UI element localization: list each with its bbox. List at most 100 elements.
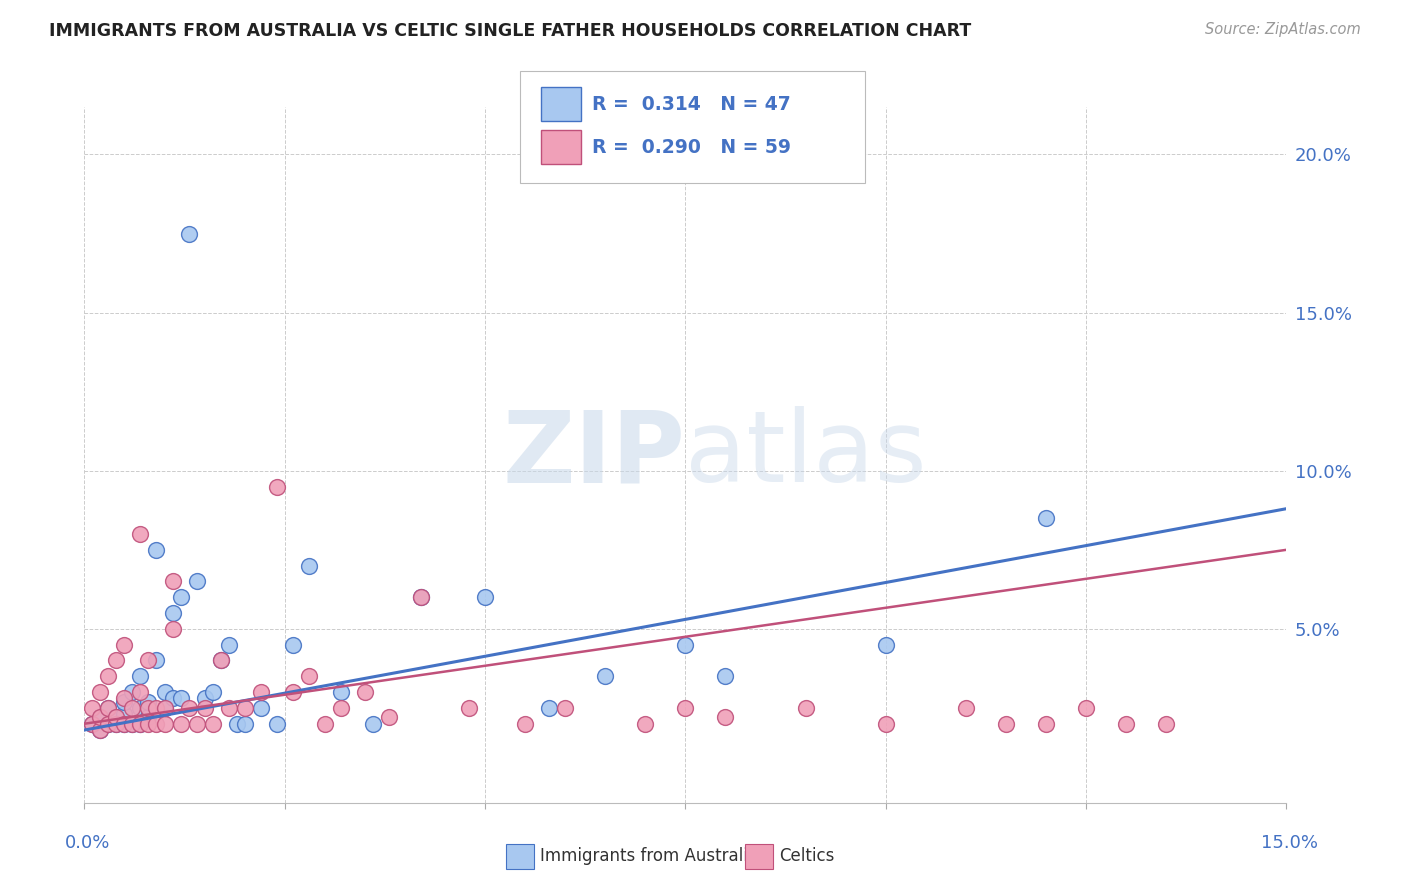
Point xyxy=(114,707,135,722)
Point xyxy=(875,638,897,652)
Point xyxy=(186,716,208,731)
Point xyxy=(409,591,432,605)
Point xyxy=(89,710,111,724)
Point xyxy=(281,685,304,699)
Point xyxy=(177,701,200,715)
Point xyxy=(153,685,176,699)
Point xyxy=(129,669,152,683)
Point xyxy=(105,716,128,731)
Point xyxy=(194,691,217,706)
Point xyxy=(97,716,120,731)
Point xyxy=(105,716,128,731)
Text: R =  0.314   N = 47: R = 0.314 N = 47 xyxy=(592,95,790,114)
Point xyxy=(209,653,232,667)
Text: ZIP: ZIP xyxy=(502,407,686,503)
Point xyxy=(794,701,817,715)
Point xyxy=(97,669,120,683)
Point xyxy=(97,716,120,731)
Point xyxy=(298,669,321,683)
Point xyxy=(714,710,737,724)
Point xyxy=(675,701,697,715)
Point xyxy=(218,638,240,652)
Point xyxy=(186,574,208,589)
Point xyxy=(121,716,143,731)
Point xyxy=(538,701,561,715)
Point xyxy=(162,606,184,620)
Text: R =  0.290   N = 59: R = 0.290 N = 59 xyxy=(592,137,792,157)
Point xyxy=(201,685,224,699)
Point xyxy=(82,716,104,731)
Point xyxy=(162,622,184,636)
Point xyxy=(114,638,135,652)
Point xyxy=(1115,716,1137,731)
Point xyxy=(281,638,304,652)
Point xyxy=(114,716,135,731)
Point xyxy=(97,701,120,715)
Point xyxy=(458,701,481,715)
Point xyxy=(955,701,977,715)
Point xyxy=(361,716,384,731)
Point xyxy=(177,227,200,241)
Point xyxy=(121,701,143,715)
Point xyxy=(354,685,377,699)
Point xyxy=(82,716,104,731)
Point xyxy=(138,716,160,731)
Text: 15.0%: 15.0% xyxy=(1261,834,1317,852)
Point xyxy=(162,691,184,706)
Point xyxy=(169,591,191,605)
Point xyxy=(595,669,617,683)
Text: Celtics: Celtics xyxy=(779,847,834,865)
Point xyxy=(714,669,737,683)
Point xyxy=(105,653,128,667)
Point xyxy=(153,716,176,731)
Point xyxy=(153,701,176,715)
Point xyxy=(138,653,160,667)
Point xyxy=(329,685,352,699)
Point xyxy=(114,716,135,731)
Point xyxy=(474,591,496,605)
Point xyxy=(89,710,111,724)
Point xyxy=(225,716,247,731)
Point xyxy=(515,716,537,731)
Point xyxy=(875,716,897,731)
Point xyxy=(138,701,160,715)
Text: Source: ZipAtlas.com: Source: ZipAtlas.com xyxy=(1205,22,1361,37)
Point xyxy=(121,685,143,699)
Text: Immigrants from Australia: Immigrants from Australia xyxy=(540,847,758,865)
Text: 0.0%: 0.0% xyxy=(65,834,110,852)
Point xyxy=(121,716,143,731)
Point xyxy=(153,701,176,715)
Point xyxy=(218,701,240,715)
Point xyxy=(105,710,128,724)
Point xyxy=(233,716,256,731)
Point xyxy=(554,701,576,715)
Point xyxy=(329,701,352,715)
Point xyxy=(201,716,224,731)
Point xyxy=(1156,716,1178,731)
Point xyxy=(89,685,111,699)
Point xyxy=(129,716,152,731)
Point xyxy=(298,558,321,573)
Point xyxy=(145,653,167,667)
Point xyxy=(409,591,432,605)
Point xyxy=(675,638,697,652)
Point xyxy=(266,479,288,493)
Point xyxy=(995,716,1018,731)
Point xyxy=(129,685,152,699)
Point xyxy=(145,701,167,715)
Point xyxy=(1076,701,1098,715)
Point xyxy=(97,701,120,715)
Point xyxy=(1035,511,1057,525)
Point xyxy=(249,701,271,715)
Point xyxy=(114,695,135,709)
Point xyxy=(129,527,152,541)
Point xyxy=(129,701,152,715)
Point xyxy=(129,716,152,731)
Point xyxy=(89,723,111,737)
Point xyxy=(105,710,128,724)
Point xyxy=(162,574,184,589)
Point xyxy=(138,695,160,709)
Point xyxy=(634,716,657,731)
Point xyxy=(169,716,191,731)
Point xyxy=(209,653,232,667)
